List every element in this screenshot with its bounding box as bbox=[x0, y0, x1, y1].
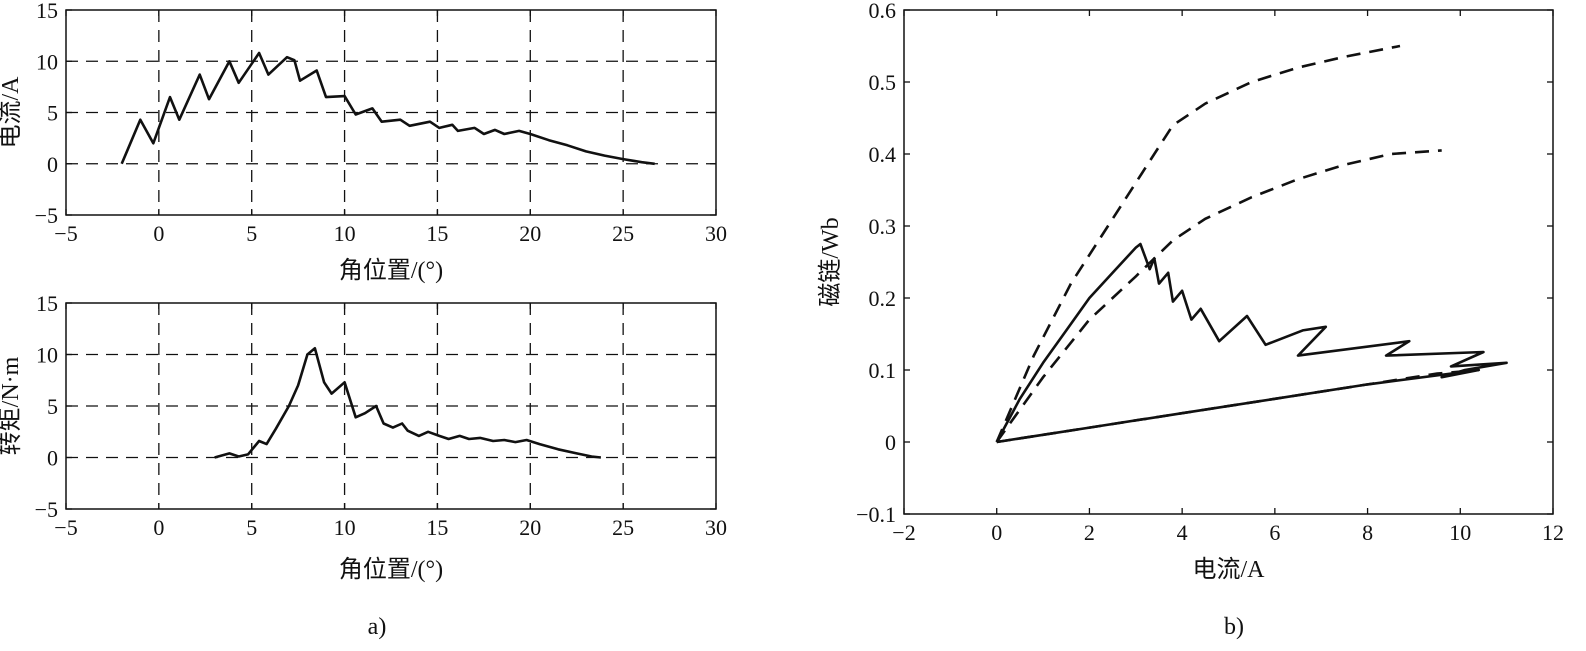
y-axis-label: 转矩/N·m bbox=[0, 356, 24, 455]
x-tick-label: −2 bbox=[892, 520, 915, 545]
x-tick-label: 5 bbox=[246, 221, 257, 246]
x-tick-label: 6 bbox=[1269, 520, 1280, 545]
x-tick-label: 0 bbox=[153, 515, 164, 540]
y-tick-label: 0.4 bbox=[869, 142, 897, 167]
series-dashed-line bbox=[995, 149, 1442, 443]
x-tick-label: 2 bbox=[1084, 520, 1095, 545]
y-tick-label: 0.3 bbox=[869, 214, 897, 239]
series-solid-line bbox=[120, 51, 655, 166]
series-solid-line bbox=[995, 242, 1508, 444]
y-tick-label: 15 bbox=[36, 291, 58, 316]
caption-b: b) bbox=[1224, 614, 1244, 640]
x-tick-label: 25 bbox=[612, 515, 634, 540]
x-tick-label: 0 bbox=[991, 520, 1002, 545]
x-axis-label: 角位置/(°) bbox=[339, 556, 443, 583]
x-tick-label: −5 bbox=[54, 221, 77, 246]
y-tick-label: 0 bbox=[47, 152, 58, 177]
y-tick-label: 0 bbox=[47, 446, 58, 471]
y-tick-label: 0 bbox=[885, 430, 896, 455]
y-tick-label: 10 bbox=[36, 49, 58, 74]
caption-a: a) bbox=[368, 614, 387, 640]
y-tick-label: 0.5 bbox=[869, 70, 897, 95]
current-chart: −5 0 5 10 15 20 25 30 −5 0 5 10 15 角位置/(°) 电流/A bbox=[0, 0, 727, 284]
x-tick-label: 15 bbox=[426, 515, 448, 540]
x-tick-label: −5 bbox=[54, 515, 77, 540]
x-tick-label: 12 bbox=[1542, 520, 1564, 545]
y-tick-label: 0.2 bbox=[869, 286, 897, 311]
y-tick-label: 0.1 bbox=[869, 358, 897, 383]
x-tick-label: 30 bbox=[705, 515, 727, 540]
x-tick-label: 10 bbox=[334, 221, 356, 246]
x-tick-label: 20 bbox=[519, 221, 541, 246]
y-tick-label: 5 bbox=[47, 101, 58, 126]
y-axis-label: 磁链/Wb bbox=[817, 217, 844, 306]
x-tick-label: 20 bbox=[519, 515, 541, 540]
y-tick-label: 0.6 bbox=[869, 0, 897, 23]
y-tick-label: 5 bbox=[47, 394, 58, 419]
x-tick-label: 25 bbox=[612, 221, 634, 246]
y-tick-label: 15 bbox=[36, 0, 58, 23]
y-tick-label: −5 bbox=[35, 203, 58, 228]
x-tick-label: 8 bbox=[1362, 520, 1373, 545]
y-tick-label: 10 bbox=[36, 343, 58, 368]
x-tick-label: 0 bbox=[153, 221, 164, 246]
y-tick-label: −0.1 bbox=[856, 502, 896, 527]
y-axis-label: 电流/A bbox=[0, 76, 24, 149]
x-tick-label: 4 bbox=[1177, 520, 1188, 545]
x-tick-label: 10 bbox=[334, 515, 356, 540]
x-tick-label: 5 bbox=[246, 515, 257, 540]
flux-chart: −2 0 2 4 6 8 10 12 −0.1 0 0.1 0.2 0.3 0.4 0.5 0.6 电流/A 磁链… bbox=[817, 0, 1564, 583]
plot-frame bbox=[903, 9, 1554, 515]
x-axis-label: 角位置/(°) bbox=[339, 257, 443, 284]
x-tick-label: 10 bbox=[1449, 520, 1471, 545]
y-tick-label: −5 bbox=[35, 497, 58, 522]
torque-chart: −5 0 5 10 15 20 25 30 −5 0 5 10 15 角位置/(°) 转矩/N·m bbox=[0, 291, 727, 583]
series-solid-line bbox=[214, 347, 602, 459]
x-tick-label: 30 bbox=[705, 221, 727, 246]
series-dashed-line bbox=[995, 44, 1401, 443]
x-tick-label: 15 bbox=[426, 221, 448, 246]
x-axis-label: 电流/A bbox=[1193, 556, 1266, 583]
